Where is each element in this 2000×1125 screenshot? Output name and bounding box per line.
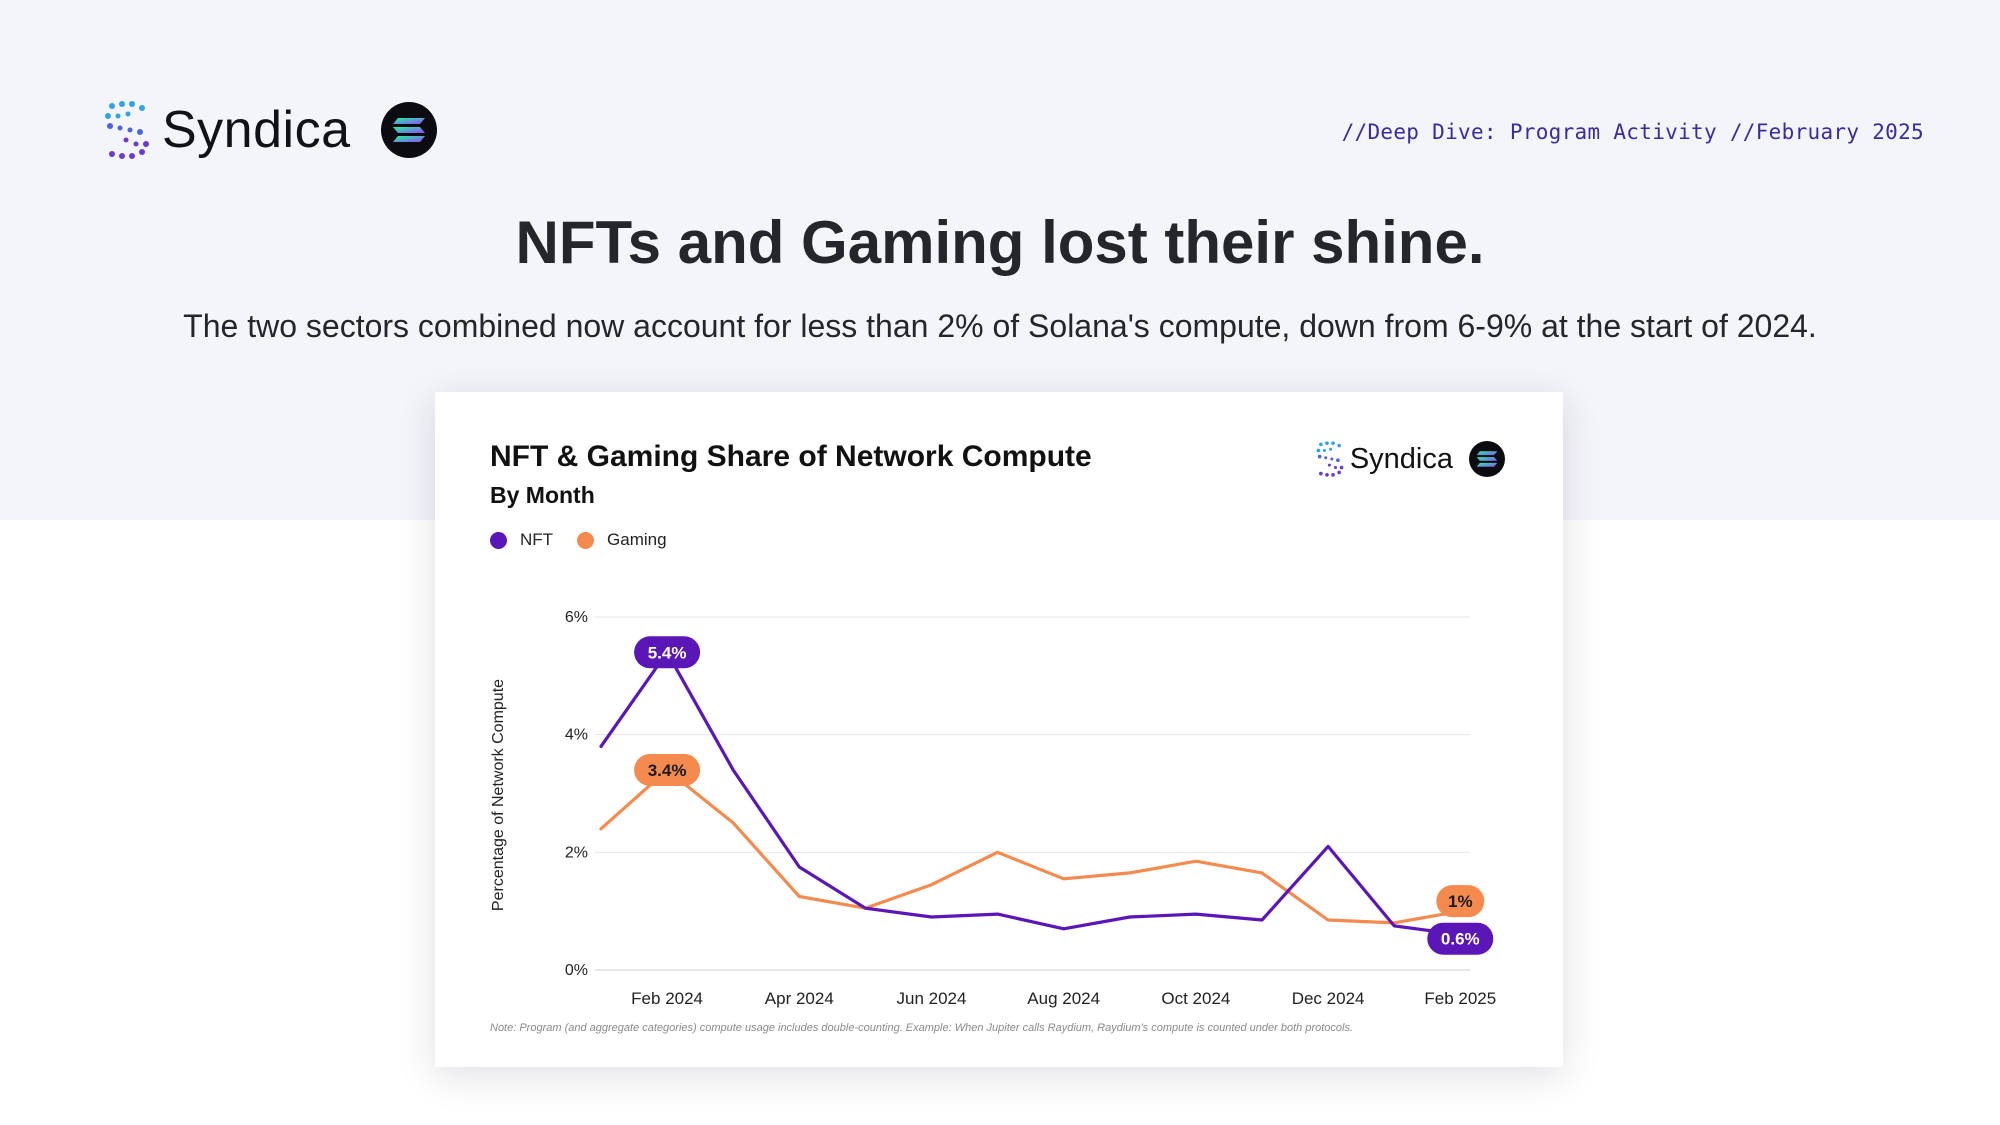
x-tick-label: Feb 2024 <box>631 989 703 1008</box>
x-tick-label: Jun 2024 <box>897 989 967 1008</box>
syndica-mark-icon <box>1316 441 1344 477</box>
data-label-pill <box>634 753 701 786</box>
data-label: 1% <box>1448 892 1473 911</box>
series-line-gaming <box>599 768 1462 925</box>
chart-legend: NFT Gaming <box>490 530 691 550</box>
x-tick-label: Feb 2025 <box>1424 989 1496 1008</box>
y-tick-label: 2% <box>565 844 588 861</box>
x-tick-label: Oct 2024 <box>1161 989 1230 1008</box>
data-label-pill <box>634 636 701 669</box>
legend-label-gaming: Gaming <box>607 530 667 549</box>
y-tick-label: 0% <box>565 962 588 979</box>
report-tagline: //Deep Dive: Program Activity //February… <box>1341 120 1924 144</box>
data-label-pill <box>1427 922 1494 955</box>
card-brand-name: Syndica <box>1349 442 1453 475</box>
x-tick-label: Apr 2024 <box>765 989 834 1008</box>
card-syndica-logo: Syndica <box>1316 440 1505 478</box>
chart-subtitle: By Month <box>490 482 595 508</box>
syndica-logo: Syndica <box>104 100 437 160</box>
solana-logo-icon <box>380 102 437 158</box>
page-subheadline: The two sectors combined now account for… <box>183 308 1817 344</box>
solana-logo-icon <box>1469 441 1505 477</box>
data-label-pill <box>1436 885 1485 918</box>
syndica-mark-icon <box>105 101 149 159</box>
line-chart: 0% 2% 4% 6% Feb 2024 Apr 2024 Jun 2024 Aug 2024… <box>490 609 1496 1008</box>
chart-card: NFT & Gaming Share of Network Compute By… <box>435 392 1563 1067</box>
data-label: 0.6% <box>1441 930 1480 949</box>
legend-label-nft: NFT <box>520 530 554 549</box>
y-tick-label: 4% <box>565 727 588 744</box>
legend-item-gaming: Gaming <box>577 530 667 550</box>
series-line-nft <box>599 650 1462 937</box>
page-headline: NFTs and Gaming lost their shine. <box>515 209 1485 276</box>
data-label: 5.4% <box>648 643 687 662</box>
y-axis-label: Percentage of Network Compute <box>490 679 507 911</box>
chart-note: Note: Program (and aggregate categories)… <box>490 1022 1354 1034</box>
x-tick-label: Aug 2024 <box>1027 989 1100 1008</box>
chart-title: NFT & Gaming Share of Network Compute <box>490 440 1092 473</box>
brand-name: Syndica <box>162 101 351 159</box>
legend-swatch-gaming <box>577 531 595 549</box>
y-tick-label: 6% <box>565 609 588 626</box>
x-tick-label: Dec 2024 <box>1292 989 1365 1008</box>
legend-item-nft: NFT <box>490 530 553 550</box>
legend-swatch-nft <box>490 531 507 549</box>
data-label: 3.4% <box>648 761 687 780</box>
